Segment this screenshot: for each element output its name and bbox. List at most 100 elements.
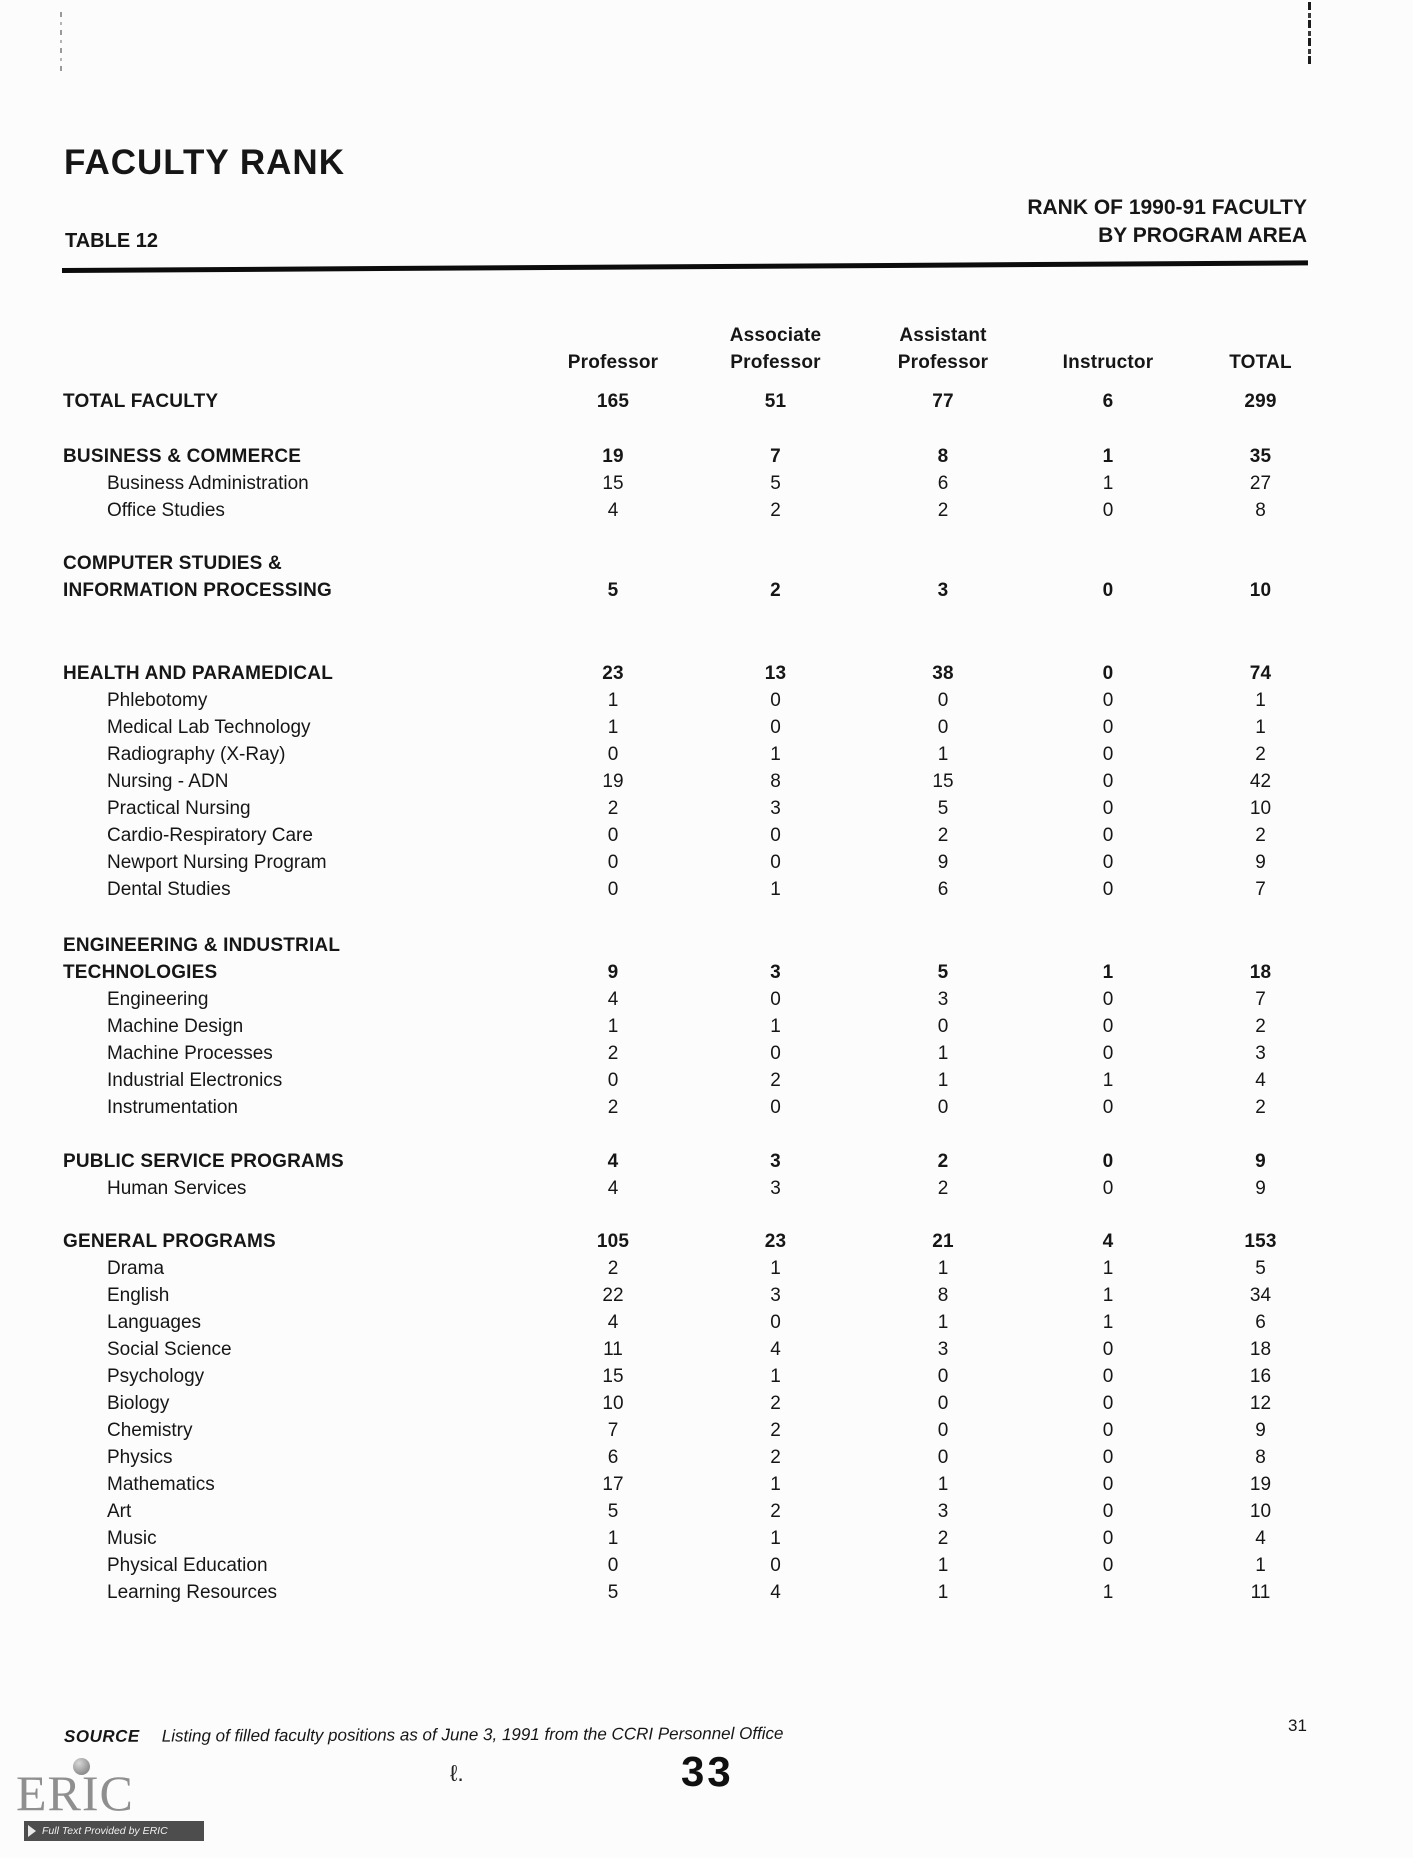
cell-value: 0 xyxy=(607,851,619,873)
faculty-rank-table: Associate Assistant Professor Professor Prof… xyxy=(63,322,1333,1606)
cell-value: 10 xyxy=(1249,797,1272,819)
row-label: English xyxy=(107,1284,170,1306)
cell-value: 1 xyxy=(770,1527,781,1549)
cell-value: 0 xyxy=(1102,878,1114,900)
table-row: Psychology 15 1 0 0 16 xyxy=(63,1363,1333,1390)
cell-value: 5 xyxy=(937,961,949,983)
cell-value: 21 xyxy=(932,1230,954,1252)
cell-value: 0 xyxy=(607,1069,619,1091)
cell-value: 2 xyxy=(1255,824,1266,846)
cell-value: 0 xyxy=(607,1554,619,1576)
cell-value: 4 xyxy=(607,499,619,521)
cell-value: 1 xyxy=(607,1015,619,1037)
cell-value: 9 xyxy=(1255,1419,1266,1441)
cell-value: 6 xyxy=(1102,390,1114,412)
cell-value: 5 xyxy=(607,1581,619,1603)
cell-value: 2 xyxy=(607,1257,619,1279)
table-row: Biology 10 2 0 0 12 xyxy=(63,1390,1333,1417)
cell-value: 0 xyxy=(1102,1446,1114,1468)
row-label: Newport Nursing Program xyxy=(107,851,327,873)
row-label: Phlebotomy xyxy=(107,689,208,711)
cell-value: 5 xyxy=(770,472,781,494)
cell-value: 4 xyxy=(607,988,619,1010)
cell-value: 6 xyxy=(937,472,949,494)
cell-value: 2 xyxy=(770,1392,781,1414)
cell-value: 5 xyxy=(1255,1257,1266,1279)
cell-value: 18 xyxy=(1249,961,1272,983)
cell-value: 8 xyxy=(770,770,781,792)
cell-value: 10 xyxy=(1249,1500,1272,1522)
row-label: Dental Studies xyxy=(107,878,231,900)
cell-value: 15 xyxy=(602,1365,624,1387)
page-number: 31 xyxy=(1288,1716,1307,1735)
cell-value: 2 xyxy=(770,1069,781,1091)
table-row: Music 1 1 2 0 4 xyxy=(63,1525,1333,1552)
cell-value: Instructor xyxy=(1062,351,1154,373)
table-row: Office Studies 4 2 2 0 8 xyxy=(63,497,1333,524)
cell-value: 7 xyxy=(1255,988,1266,1010)
cell-value: 5 xyxy=(937,797,949,819)
table-row: Radiography (X-Ray) 0 1 1 0 2 xyxy=(63,741,1333,768)
row-label: Art xyxy=(107,1500,132,1522)
table-row: Physical Education 0 0 1 0 1 xyxy=(63,1552,1333,1579)
cell-value: 1 xyxy=(1255,689,1266,711)
cell-value: 38 xyxy=(932,662,954,684)
cell-value: 23 xyxy=(764,1230,787,1252)
row-label: Physical Education xyxy=(107,1554,268,1576)
eric-logo: ERIC Full Text Provided by ERIC xyxy=(16,1758,236,1848)
cell-value: 1 xyxy=(1102,472,1114,494)
table-row: PUBLIC SERVICE PROGRAMS 4 3 2 0 9 xyxy=(63,1148,1333,1175)
cell-value: 34 xyxy=(1249,1284,1272,1306)
cell-value: 3 xyxy=(937,988,949,1010)
cell-value: 2 xyxy=(607,1096,619,1118)
cell-value: 1 xyxy=(937,743,949,765)
row-label: Music xyxy=(107,1527,157,1549)
cell-value: 1 xyxy=(937,1473,949,1495)
cell-value: 0 xyxy=(770,689,781,711)
cell-value: 1 xyxy=(1102,1069,1114,1091)
cell-value: 2 xyxy=(607,797,619,819)
cell-value: 0 xyxy=(770,851,781,873)
table-row: Business Administration 15 5 6 1 27 xyxy=(63,470,1333,497)
eric-logo-banner: Full Text Provided by ERIC xyxy=(24,1821,204,1841)
cell-value: 2 xyxy=(770,579,781,601)
stamped-page-number: 33 xyxy=(680,1747,734,1796)
table-row: Drama 2 1 1 1 5 xyxy=(63,1255,1333,1282)
cell-value: 6 xyxy=(1255,1311,1266,1333)
row-label: ENGINEERING & INDUSTRIAL xyxy=(63,934,341,956)
table-row: Medical Lab Technology 1 0 0 0 1 xyxy=(63,714,1333,741)
row-label: Machine Processes xyxy=(107,1042,273,1064)
cell-value: 2 xyxy=(770,499,781,521)
row-label: Mathematics xyxy=(107,1473,215,1495)
cell-value: 19 xyxy=(602,445,624,467)
horizontal-rule xyxy=(61,260,1308,273)
cell-value: 23 xyxy=(602,662,624,684)
table-row: ENGINEERING & INDUSTRIAL xyxy=(63,932,1333,959)
cell-value: 3 xyxy=(1255,1042,1266,1064)
source-text: Listing of filled faculty positions as o… xyxy=(161,1723,784,1746)
row-label: Social Science xyxy=(107,1338,232,1360)
cell-value: 0 xyxy=(1102,1527,1114,1549)
cell-value: 2 xyxy=(607,1042,619,1064)
cell-value: 1 xyxy=(937,1069,949,1091)
cell-value: 4 xyxy=(770,1581,781,1603)
cell-value: 1 xyxy=(770,1365,781,1387)
cell-value: 0 xyxy=(937,1365,949,1387)
cell-value: 19 xyxy=(1249,1473,1272,1495)
table-row: English 22 3 8 1 34 xyxy=(63,1282,1333,1309)
row-label: PUBLIC SERVICE PROGRAMS xyxy=(63,1150,344,1172)
row-label: Office Studies xyxy=(107,499,225,521)
globe-icon xyxy=(73,1758,90,1775)
cell-value: Associate xyxy=(729,324,822,346)
cell-value: 165 xyxy=(596,390,630,412)
cell-value: 0 xyxy=(770,824,781,846)
cell-value: 51 xyxy=(764,390,787,412)
cell-value: 0 xyxy=(937,689,949,711)
cell-value: 7 xyxy=(770,445,781,467)
cell-value: Professor xyxy=(730,351,821,373)
table-label: TABLE 12 xyxy=(65,230,158,252)
cell-value: 1 xyxy=(770,743,781,765)
row-label: Business Administration xyxy=(107,472,309,494)
cell-value: 2 xyxy=(1255,1096,1266,1118)
cell-value: 0 xyxy=(1102,579,1114,601)
